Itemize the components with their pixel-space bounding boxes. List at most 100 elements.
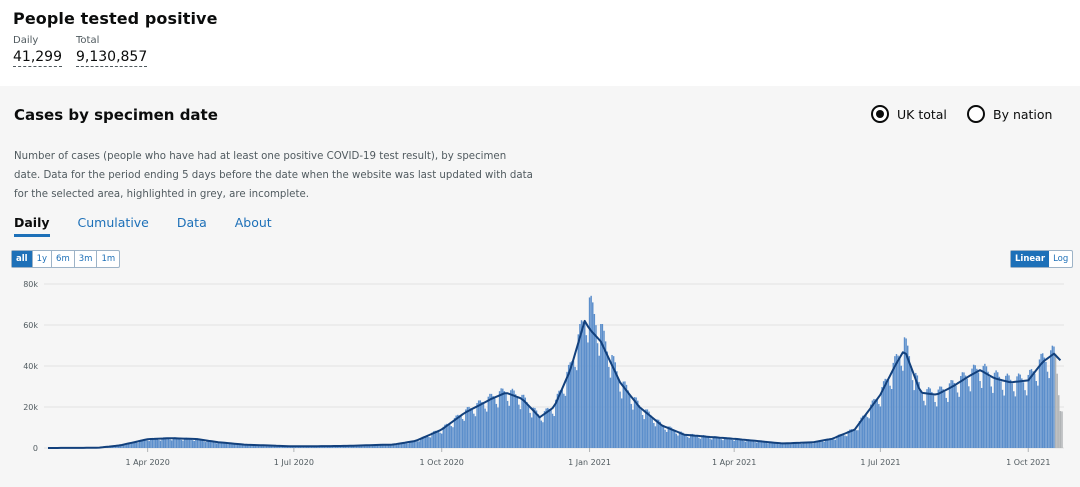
daily-bar <box>574 366 576 448</box>
daily-bar <box>161 437 163 448</box>
daily-bar <box>500 388 502 448</box>
daily-bar <box>913 390 915 448</box>
total-value[interactable]: 9,130,857 <box>76 49 148 67</box>
daily-bar <box>399 442 401 448</box>
daily-bar <box>752 440 755 448</box>
daily-bar <box>201 440 203 448</box>
daily-bar <box>273 445 276 448</box>
daily-bar <box>232 443 234 448</box>
daily-bar <box>466 407 469 448</box>
daily-bar <box>214 442 216 448</box>
range-1m-button[interactable]: 1m <box>101 254 116 264</box>
daily-bar <box>601 324 604 448</box>
daily-bar <box>352 445 355 448</box>
daily-bar <box>735 438 737 448</box>
daily-bar <box>704 435 706 448</box>
daily-bar <box>502 388 504 448</box>
page-title: People tested positive <box>13 9 218 28</box>
y-tick-label: 60k <box>23 321 38 330</box>
daily-bar <box>919 390 922 448</box>
range-1y-button[interactable]: 1y <box>33 251 53 267</box>
daily-bar <box>817 440 819 448</box>
daily-bar <box>1024 390 1026 448</box>
daily-bar <box>630 403 633 448</box>
daily-bar <box>1040 353 1042 448</box>
daily-bar <box>952 380 954 448</box>
daily-bar <box>1043 357 1046 448</box>
daily-bar <box>211 441 213 448</box>
daily-bar <box>449 424 451 448</box>
daily-bar <box>828 438 830 448</box>
daily-bar <box>855 430 858 448</box>
daily-bar <box>707 437 710 448</box>
daily-bar <box>420 437 422 448</box>
daily-bar <box>796 442 798 448</box>
daily-bar <box>768 441 771 448</box>
daily-bar <box>873 398 875 448</box>
daily-bar <box>661 424 663 448</box>
daily-bar <box>373 445 375 448</box>
daily-bar <box>723 437 726 448</box>
daily-bar <box>903 337 906 448</box>
daily-bar <box>649 414 652 448</box>
daily-bar <box>847 430 849 448</box>
daily-bar <box>534 407 536 448</box>
daily-bar <box>722 440 724 448</box>
daily-bar <box>230 442 232 448</box>
radio-uk-total[interactable]: UK total <box>871 105 947 123</box>
daily-bar <box>690 434 692 448</box>
range-all-button[interactable]: all <box>12 251 33 267</box>
tab-about[interactable]: About <box>234 215 272 230</box>
daily-bar <box>477 400 480 448</box>
daily-bar <box>1025 395 1028 448</box>
daily-bar <box>767 443 769 448</box>
range-6m-button[interactable]: 6m <box>52 251 75 267</box>
daily-bar <box>940 386 943 448</box>
radio-by-nation[interactable]: By nation <box>967 105 1052 123</box>
daily-bar <box>1030 369 1033 448</box>
daily-bar <box>1017 373 1020 448</box>
daily-bar <box>569 362 571 448</box>
daily-bar <box>923 400 925 448</box>
daily-bar <box>437 431 440 448</box>
daily-bar <box>956 392 959 448</box>
daily-bar <box>794 442 796 448</box>
daily-bar <box>760 440 763 448</box>
scale-linear-button[interactable]: Linear <box>1011 251 1050 267</box>
daily-bar <box>362 445 364 448</box>
daily-bar <box>763 441 766 448</box>
daily-bar <box>755 442 758 448</box>
range-3m-button[interactable]: 3m <box>75 251 98 267</box>
tab-data[interactable]: Data <box>176 215 207 230</box>
daily-bar <box>575 370 578 448</box>
daily-bar <box>138 440 141 448</box>
daily-bar <box>469 408 472 448</box>
daily-bar <box>283 446 285 448</box>
daily-bar <box>818 440 821 448</box>
daily-bar <box>592 302 594 448</box>
daily-bar <box>187 437 189 448</box>
tab-daily[interactable]: Daily <box>14 215 50 237</box>
daily-bar <box>166 437 168 448</box>
daily-bar <box>508 405 510 448</box>
daily-bar <box>979 381 981 448</box>
daily-bar <box>751 440 753 448</box>
cases-card: Cases by specimen date UK total By natio… <box>0 86 1080 487</box>
tab-cumulative[interactable]: Cumulative <box>77 215 149 230</box>
scale-log-button[interactable]: Log <box>1053 254 1069 264</box>
daily-bar <box>868 418 870 448</box>
daily-bar <box>558 390 560 448</box>
daily-bar <box>629 395 631 448</box>
daily-value[interactable]: 41,299 <box>13 49 62 67</box>
daily-bar <box>177 438 179 448</box>
daily-bar <box>413 440 416 448</box>
daily-bar <box>943 391 946 448</box>
daily-bar <box>198 438 200 448</box>
daily-bar <box>664 429 666 448</box>
daily-bar <box>596 343 599 448</box>
daily-bar <box>148 441 150 448</box>
daily-bar <box>606 351 608 448</box>
daily-bar <box>468 406 470 448</box>
daily-bar <box>222 442 224 448</box>
daily-bar <box>1021 378 1023 448</box>
